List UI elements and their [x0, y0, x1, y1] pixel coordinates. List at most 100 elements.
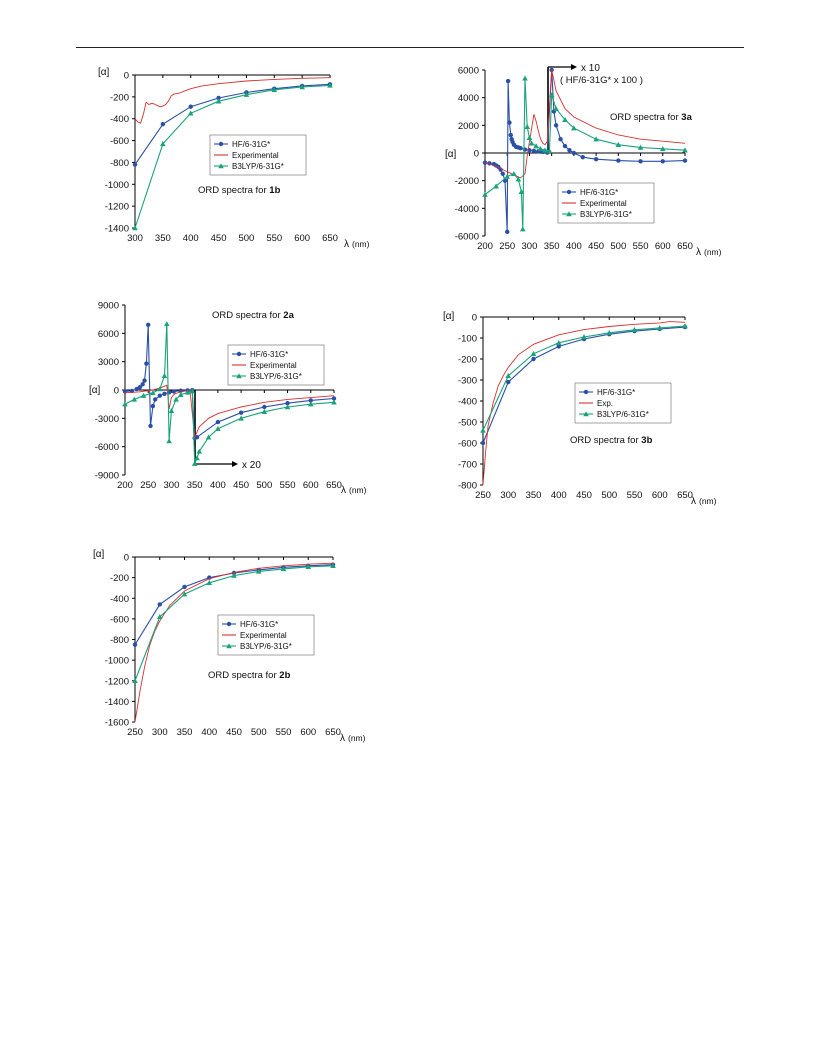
x-tick-label: 450	[588, 241, 604, 252]
x-tick-label: 600	[303, 480, 319, 491]
legend-marker	[218, 163, 224, 169]
legend-label: Exp.	[597, 399, 613, 408]
x-tick-label: 500	[256, 480, 272, 491]
x-axis-unit: (nm)	[349, 485, 367, 495]
x-tick-label: 500	[601, 490, 617, 501]
x-axis-unit: (nm)	[704, 247, 722, 257]
y-tick-label: -4000	[455, 204, 479, 215]
x-tick-label: 500	[251, 727, 267, 738]
x-tick-label: 350	[177, 727, 193, 738]
legend: HF/6-31G* Experimental B3LYP/6-31G*	[217, 614, 315, 656]
x-axis-symbol: λ	[696, 247, 701, 258]
y-tick-label: -400	[458, 397, 477, 408]
series-line	[124, 384, 335, 439]
x-tick-label: 250	[127, 727, 143, 738]
data-point	[567, 148, 572, 153]
chart-title-compound: 2b	[279, 670, 290, 681]
data-point	[542, 147, 548, 153]
data-point	[511, 170, 517, 176]
x-tick-label: 450	[226, 727, 242, 738]
x-tick-label: 400	[551, 490, 567, 501]
y-tick-label: 4000	[458, 93, 479, 104]
data-point	[524, 123, 531, 129]
legend-marker	[236, 351, 242, 357]
x-tick-label: 450	[211, 233, 227, 244]
data-point	[132, 225, 138, 231]
y-axis-label: [α]	[445, 149, 457, 160]
data-point	[271, 86, 278, 92]
x-axis-unit: (nm)	[352, 239, 370, 249]
data-point	[164, 321, 170, 327]
legend-label: HF/6-31G*	[232, 140, 270, 149]
legend-label: Experimental	[240, 631, 287, 640]
data-point	[285, 401, 290, 406]
chart-ord-3b: 0 -100 -200 -300 -400 -500 -600 -700 -800 250 300 3…	[440, 310, 717, 515]
data-point	[144, 361, 149, 366]
legend: HF/6-31G* Experimental B3LYP/6-31G*	[557, 182, 655, 224]
data-point	[533, 143, 539, 149]
y-tick-label: -600	[458, 439, 477, 450]
annotation-text: ( HF/6-31G* x 100 )	[560, 75, 643, 86]
data-point	[515, 176, 522, 182]
data-point	[157, 386, 163, 392]
x-tick-label: 300	[522, 241, 538, 252]
legend: HF/6-31G* Exp. B3LYP/6-31G*	[574, 382, 672, 424]
y-tick-label: -100	[458, 334, 477, 345]
data-point	[518, 188, 525, 194]
chart-title-compound: 3a	[681, 112, 692, 123]
data-point	[307, 401, 314, 407]
data-point	[132, 642, 138, 647]
x-tick-label: 350	[187, 480, 203, 491]
x-tick-label: 200	[477, 241, 493, 252]
data-point	[504, 173, 511, 179]
data-point	[593, 136, 599, 142]
y-tick-label: -2000	[455, 176, 479, 187]
data-point	[182, 584, 187, 590]
data-point	[122, 401, 128, 407]
data-point	[330, 562, 336, 569]
data-point	[659, 146, 666, 152]
chart-title-prefix: ORD spectra for	[212, 310, 283, 321]
legend-label: B3LYP/6-31G*	[597, 410, 649, 419]
legend-label: B3LYP/6-31G*	[232, 162, 284, 171]
y-tick-label: -1400	[105, 697, 129, 708]
data-point	[518, 145, 523, 151]
data-point	[166, 438, 172, 444]
y-tick-label: -6000	[455, 232, 479, 243]
data-point	[616, 158, 621, 163]
data-point	[194, 455, 200, 461]
legend-marker	[566, 211, 572, 217]
y-tick-label: -700	[458, 460, 477, 471]
data-point	[157, 602, 162, 607]
data-point	[305, 563, 312, 570]
data-point	[177, 391, 184, 397]
data-point	[187, 110, 194, 116]
data-point	[660, 159, 665, 164]
data-point	[615, 141, 622, 147]
data-point	[530, 350, 537, 356]
data-point	[280, 566, 287, 572]
data-point	[526, 134, 533, 141]
series-line	[484, 69, 686, 179]
data-point	[206, 579, 213, 586]
y-tick-label: -1400	[105, 224, 129, 235]
y-tick-label: 2000	[458, 121, 479, 132]
data-point	[548, 92, 555, 98]
series-b3lyp-6-31g-	[482, 75, 688, 232]
legend-marker	[226, 643, 232, 649]
data-point	[181, 591, 188, 597]
data-point	[238, 415, 244, 421]
data-point	[132, 162, 138, 167]
data-point	[631, 327, 638, 333]
x-tick-label: 500	[610, 241, 626, 252]
data-point	[162, 391, 167, 396]
data-point	[682, 147, 688, 153]
chart-title: ORD spectra for 1b	[198, 185, 281, 196]
chart-title-prefix: ORD spectra for	[610, 112, 681, 123]
legend-marker	[566, 189, 572, 195]
data-point	[519, 226, 526, 232]
x-tick-label: 550	[266, 233, 282, 244]
legend-label: HF/6-31G*	[597, 388, 635, 397]
data-point	[507, 120, 512, 125]
data-point	[638, 159, 643, 164]
